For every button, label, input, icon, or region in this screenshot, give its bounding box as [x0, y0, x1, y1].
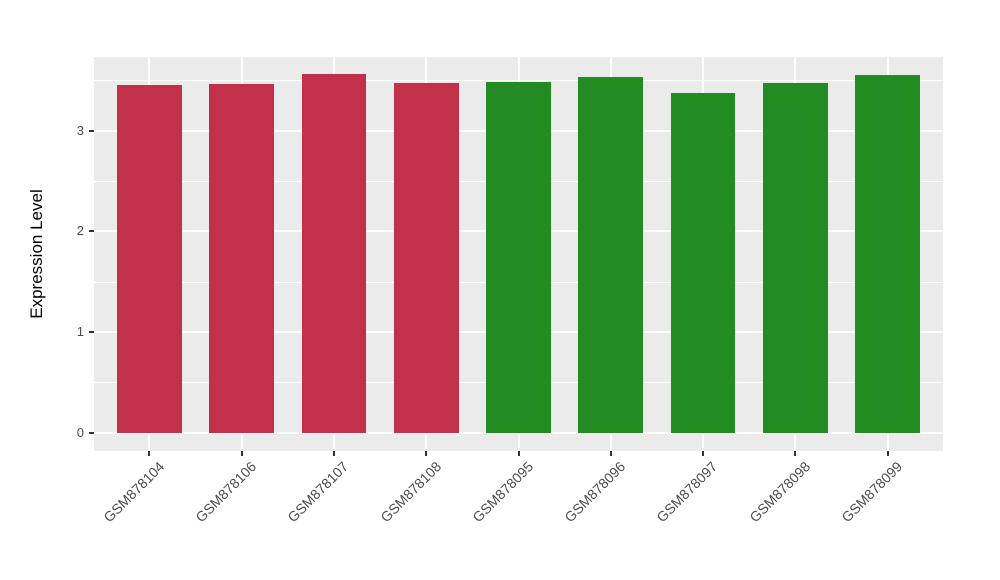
x-axis-tick: [609, 451, 612, 456]
x-axis-tick-label: GSM878097: [653, 458, 721, 526]
y-axis-tick: [89, 431, 94, 434]
y-axis-tick: [89, 230, 94, 233]
bar-GSM878096: [578, 77, 644, 433]
y-axis-title: Expression Level: [27, 189, 46, 319]
x-axis-tick: [425, 451, 428, 456]
y-axis-tick-label: 3: [76, 122, 84, 138]
x-axis-tick: [240, 451, 243, 456]
x-axis-tick-label: GSM878096: [561, 458, 629, 526]
x-axis-tick: [702, 451, 705, 456]
bar-GSM878095: [486, 82, 551, 433]
y-axis-tick: [89, 129, 94, 132]
x-axis-tick-label: GSM878098: [746, 458, 813, 526]
x-axis-tick-label: GSM878095: [469, 458, 537, 526]
bar-GSM878098: [763, 83, 828, 433]
y-axis-tick-label: 0: [76, 424, 84, 440]
bar-GSM878107: [301, 74, 367, 433]
x-axis-tick-label: GSM878104: [100, 458, 167, 526]
x-axis-tick: [886, 451, 889, 456]
y-axis-tick-label: 2: [76, 223, 84, 239]
plot-panel: [94, 57, 943, 451]
bar-GSM878108: [393, 83, 459, 433]
x-axis-tick-label: GSM878106: [192, 458, 260, 526]
x-axis-tick-label: GSM878108: [376, 458, 444, 526]
x-axis-tick: [148, 451, 151, 456]
bar-GSM878106: [209, 84, 274, 433]
bar-GSM878097: [670, 93, 736, 433]
y-axis-tick-label: 1: [76, 324, 84, 339]
y-axis-tick: [89, 331, 94, 333]
x-axis-tick: [517, 451, 520, 456]
x-axis-tick: [332, 451, 335, 456]
bar-GSM878099: [855, 75, 920, 433]
x-axis-tick-label: GSM878099: [838, 458, 906, 526]
x-axis-tick: [794, 451, 797, 456]
bar-GSM878104: [117, 85, 182, 433]
x-axis-tick-label: GSM878107: [284, 458, 352, 526]
